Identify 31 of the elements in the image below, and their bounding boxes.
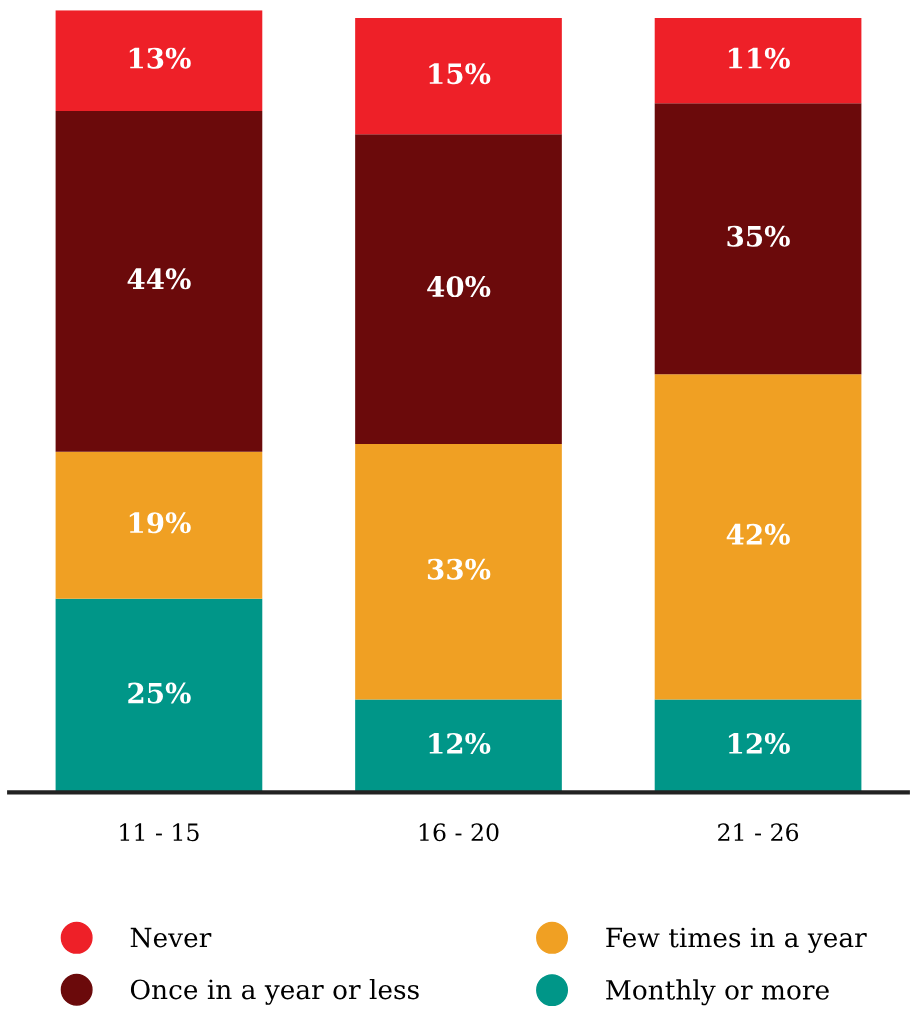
data-label: 35%: [727, 225, 790, 247]
legend-label: Once in a year or less: [130, 978, 419, 1005]
x-tick-label: 21 - 26: [718, 823, 799, 842]
data-label: 15%: [429, 63, 491, 85]
data-label: 25%: [128, 682, 191, 704]
bar: [355, 18, 562, 135]
data-label: 42%: [726, 523, 790, 545]
data-label: 12%: [728, 732, 790, 754]
legend-label: Never: [130, 927, 212, 948]
x-tick-label: 16 - 20: [419, 823, 499, 842]
legend-label: Monthly or more: [606, 979, 829, 1006]
data-label: 40%: [427, 276, 491, 298]
bar: [55, 598, 263, 793]
data-label: 11%: [728, 47, 790, 69]
bar: [355, 699, 562, 793]
data-label: 33%: [427, 558, 491, 580]
bar: [55, 10, 263, 111]
data-label: 12%: [429, 732, 491, 754]
bar: [654, 103, 862, 375]
bar: [654, 699, 862, 793]
bar: [355, 134, 562, 444]
bar: [55, 110, 263, 452]
data-label: 19%: [129, 512, 191, 534]
legend-label: Few times in a year: [606, 927, 867, 953]
bar: [654, 18, 862, 104]
x-tick-label: 11 - 15: [120, 823, 199, 842]
bar: [355, 443, 562, 700]
bar: [654, 374, 862, 700]
bar: [55, 451, 263, 599]
data-label: 44%: [127, 268, 191, 290]
data-label: 13%: [129, 47, 191, 69]
